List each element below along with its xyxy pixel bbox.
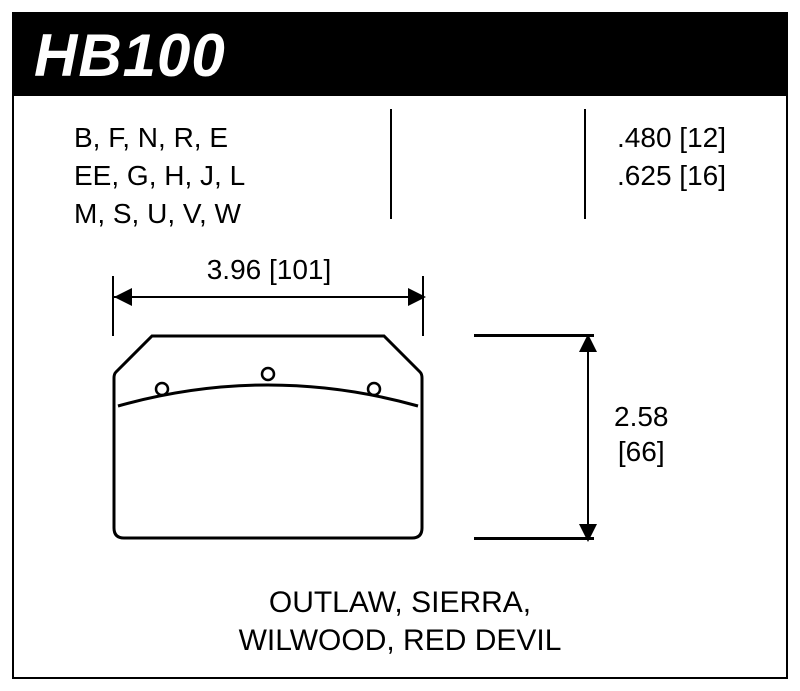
- codes-line-3: M, S, U, V, W: [74, 195, 245, 233]
- applications-caption: OUTLAW, SIERRA, WILWOOD, RED DEVIL: [14, 584, 786, 659]
- applications-line-2: WILWOOD, RED DEVIL: [14, 622, 786, 660]
- width-extension-right: [422, 276, 424, 336]
- width-extension-left: [112, 276, 114, 336]
- part-number: HB100: [34, 21, 226, 90]
- height-mm: [66]: [614, 434, 669, 469]
- thickness-line-2: .625 [16]: [617, 157, 726, 195]
- height-extension-top: [474, 334, 594, 337]
- thickness-line-1: .480 [12]: [617, 119, 726, 157]
- vertical-divider-1: [390, 109, 392, 219]
- height-extension-bottom: [474, 537, 594, 540]
- compound-codes: B, F, N, R, E EE, G, H, J, L M, S, U, V,…: [74, 119, 245, 232]
- width-dimension-label: 3.96 [101]: [14, 254, 524, 286]
- height-arrowhead-down: [579, 524, 597, 542]
- width-arrowhead-right: [408, 288, 426, 306]
- applications-line-1: OUTLAW, SIERRA,: [14, 584, 786, 622]
- height-inches: 2.58: [614, 399, 669, 434]
- codes-line-2: EE, G, H, J, L: [74, 157, 245, 195]
- thickness-options: .480 [12] .625 [16]: [617, 119, 726, 195]
- codes-line-1: B, F, N, R, E: [74, 119, 245, 157]
- width-dimension-line: [114, 296, 424, 298]
- vertical-divider-2: [584, 109, 586, 219]
- diagram-frame: HB100 B, F, N, R, E EE, G, H, J, L M, S,…: [12, 12, 788, 679]
- brake-pad-outline: [112, 334, 424, 540]
- height-dimension-line: [587, 334, 589, 539]
- dimension-diagram: 3.96 [101] 2.58 [66]: [14, 244, 786, 604]
- width-arrowhead-left: [114, 288, 132, 306]
- height-arrowhead-up: [579, 334, 597, 352]
- header-bar: HB100: [14, 14, 786, 96]
- height-dimension-label: 2.58 [66]: [614, 399, 669, 469]
